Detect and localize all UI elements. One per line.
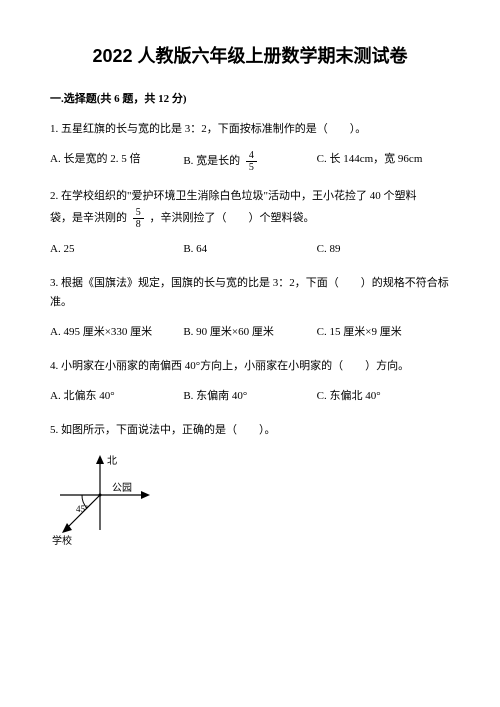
q1-text: 1. 五星红旗的长与宽的比是 3：2，下面按标准制作的是（ ）。 <box>50 120 450 140</box>
arrow-east <box>141 491 150 499</box>
q2-opt-a: A. 25 <box>50 240 183 260</box>
q2-text-mid2: ，辛洪刚捡了（ ）个塑料袋。 <box>150 212 315 224</box>
q2-text: 2. 在学校组织的"爱护环境卫生消除白色垃圾"活动中，王小花捡了 40 个塑料 … <box>50 187 450 230</box>
label-north: 北 <box>107 455 117 467</box>
q2-text-mid1: 袋，是辛洪刚的 <box>50 212 127 224</box>
q5-diagram: 北 公园 学校 45° <box>50 450 450 558</box>
q2-text-pre: 2. 在学校组织的"爱护环境卫生消除白色垃圾"活动中，王小花捡了 40 个塑料 <box>50 190 416 202</box>
q2-options: A. 25 B. 64 C. 89 <box>50 240 450 260</box>
q4-opt-a: A. 北偏东 40° <box>50 387 183 407</box>
q5-text: 5. 如图所示，下面说法中，正确的是（ ）。 <box>50 421 450 441</box>
origin-point <box>99 494 102 497</box>
q2-opt-c: C. 89 <box>317 240 450 260</box>
q4-opt-c: C. 东偏北 40° <box>317 387 450 407</box>
q4-options: A. 北偏东 40° B. 东偏南 40° C. 东偏北 40° <box>50 387 450 407</box>
q1-opt-b: B. 宽是长的 4 5 <box>183 150 316 173</box>
diagram-svg: 北 公园 学校 45° <box>50 450 160 550</box>
q1-frac-num: 4 <box>246 150 257 162</box>
q2-opt-b: B. 64 <box>183 240 316 260</box>
q3-opt-c: C. 15 厘米×9 厘米 <box>317 323 450 343</box>
question-4: 4. 小明家在小丽家的南偏西 40°方向上，小丽家在小明家的（ ）方向。 A. … <box>50 357 450 407</box>
q3-options: A. 495 厘米×330 厘米 B. 90 厘米×60 厘米 C. 15 厘米… <box>50 323 450 343</box>
q1-opt-b-pre: B. 宽是长的 <box>183 155 240 167</box>
arrow-north <box>96 455 104 464</box>
label-park: 公园 <box>112 482 132 494</box>
q1-frac-den: 5 <box>246 162 257 173</box>
q4-opt-b: B. 东偏南 40° <box>183 387 316 407</box>
section-header: 一.选择题(共 6 题，共 12 分) <box>50 90 450 110</box>
q1-options: A. 长是宽的 2. 5 倍 B. 宽是长的 4 5 C. 长 144cm，宽 … <box>50 150 450 173</box>
q4-text: 4. 小明家在小丽家的南偏西 40°方向上，小丽家在小明家的（ ）方向。 <box>50 357 450 377</box>
q3-opt-b: B. 90 厘米×60 厘米 <box>183 323 316 343</box>
page-title: 2022 人教版六年级上册数学期末测试卷 <box>50 40 450 72</box>
q3-opt-a: A. 495 厘米×330 厘米 <box>50 323 183 343</box>
question-3: 3. 根据《国旗法》规定，国旗的长与宽的比是 3：2，下面（ ）的规格不符合标准… <box>50 274 450 343</box>
q1-opt-a: A. 长是宽的 2. 5 倍 <box>50 150 183 173</box>
q2-frac-den: 8 <box>133 219 144 230</box>
label-angle: 45° <box>76 504 89 514</box>
q1-opt-c: C. 长 144cm，宽 96cm <box>317 150 450 173</box>
question-1: 1. 五星红旗的长与宽的比是 3：2，下面按标准制作的是（ ）。 A. 长是宽的… <box>50 120 450 173</box>
q3-text: 3. 根据《国旗法》规定，国旗的长与宽的比是 3：2，下面（ ）的规格不符合标准… <box>50 274 450 314</box>
question-5: 5. 如图所示，下面说法中，正确的是（ ）。 北 公园 学校 45° <box>50 421 450 559</box>
question-2: 2. 在学校组织的"爱护环境卫生消除白色垃圾"活动中，王小花捡了 40 个塑料 … <box>50 187 450 260</box>
q2-frac-num: 5 <box>133 207 144 219</box>
label-school: 学校 <box>52 534 72 547</box>
q1-fraction: 4 5 <box>246 150 257 173</box>
q2-fraction: 5 8 <box>133 207 144 230</box>
